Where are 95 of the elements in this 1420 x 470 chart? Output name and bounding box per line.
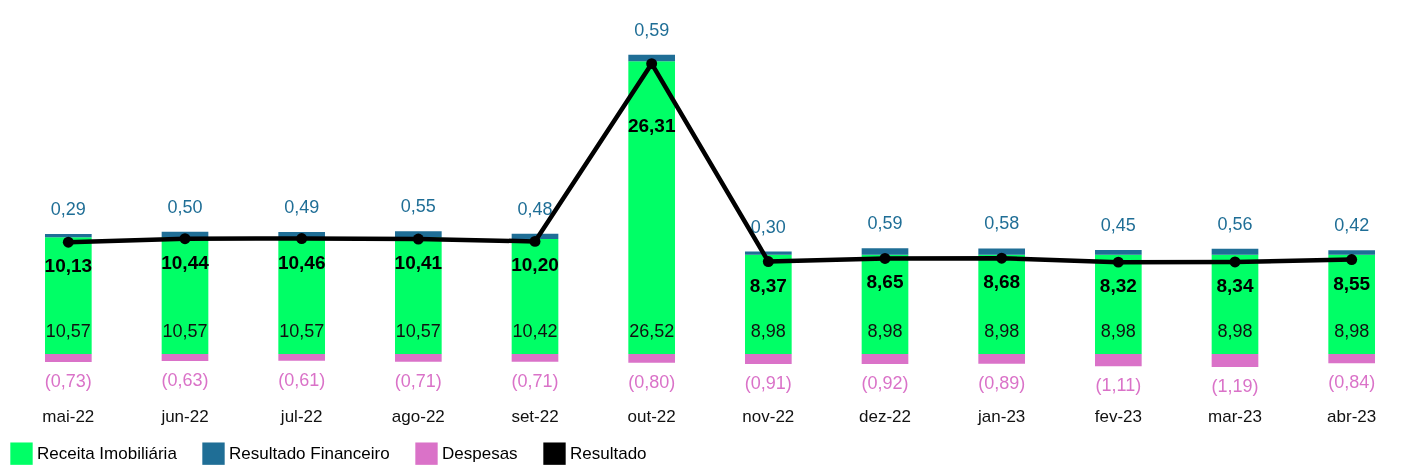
data-label: 10,42 [512, 320, 558, 341]
data-label: (0,89) [978, 372, 1026, 393]
data-label: 0,59 [634, 19, 670, 40]
data-label: 8,98 [867, 320, 903, 341]
bar [278, 353, 325, 361]
bar [1328, 353, 1375, 364]
x-tick-label: mar-23 [1208, 406, 1262, 426]
bar [45, 234, 92, 238]
data-label: (1,11) [1095, 375, 1142, 396]
x-tick-label: ago-22 [391, 406, 445, 426]
point [179, 233, 191, 245]
data-label: 0,30 [750, 216, 786, 237]
data-label: 10,41 [394, 252, 443, 274]
data-label: (0,84) [1328, 372, 1376, 393]
x-tick-label: jun-22 [160, 406, 209, 426]
bar [45, 353, 92, 362]
bar [861, 248, 909, 255]
data-label: (0,71) [394, 370, 442, 391]
bar [511, 353, 559, 362]
x-tick-label: mai-22 [42, 406, 95, 426]
x-tick-label: fev-23 [1094, 406, 1142, 426]
x-tick-label: jul-22 [279, 406, 323, 426]
bar [628, 353, 675, 363]
data-label: 0,29 [50, 199, 86, 220]
bar [978, 353, 1025, 364]
bar [1095, 249, 1142, 255]
data-label: 8,55 [1333, 272, 1371, 294]
legend-label: Despesas [442, 443, 518, 463]
bar [1095, 353, 1142, 367]
bar [628, 61, 675, 354]
bar [1328, 250, 1375, 255]
data-label: 0,50 [167, 196, 203, 217]
data-label: 0,58 [984, 213, 1020, 234]
data-label: 26,31 [627, 114, 676, 136]
data-label: (0,71) [511, 370, 559, 391]
data-label: (0,92) [861, 373, 909, 394]
data-label: 10,13 [44, 255, 93, 277]
legend-label: Receita Imobiliária [37, 443, 178, 463]
point [529, 235, 541, 247]
data-label: 10,20 [511, 254, 559, 276]
x-tick-label: out-22 [627, 406, 676, 426]
data-label: 0,45 [1100, 214, 1136, 235]
legend-label: Resultado Financeiro [229, 443, 390, 463]
point [296, 233, 308, 244]
data-label: 0,49 [284, 196, 320, 217]
data-label: 8,98 [750, 320, 786, 341]
bar [395, 353, 442, 362]
data-label: (1,19) [1211, 376, 1259, 397]
bar [978, 248, 1025, 255]
bar [861, 353, 909, 365]
x-tick-label: abr-23 [1327, 406, 1377, 426]
point [879, 253, 891, 264]
x-tick-label: dez-22 [859, 406, 911, 426]
data-label: 10,57 [45, 320, 91, 341]
x-tick-label: set-22 [511, 406, 559, 426]
bar [161, 353, 209, 361]
data-label: 8,65 [866, 271, 904, 293]
data-label: 10,46 [277, 251, 326, 273]
point [412, 233, 424, 245]
data-label: (0,80) [628, 371, 676, 392]
data-label: 0,59 [867, 213, 903, 234]
data-label: 8,37 [749, 274, 787, 296]
x-tick-label: jan-23 [977, 406, 1026, 426]
data-label: 8,68 [983, 271, 1021, 293]
data-label: (0,63) [161, 369, 209, 390]
point [1346, 254, 1358, 266]
data-label: (0,61) [278, 369, 326, 390]
bar [1211, 353, 1259, 368]
bar [1211, 248, 1259, 255]
data-label: 8,98 [1217, 320, 1253, 341]
data-label: 26,52 [629, 320, 675, 341]
bar [745, 353, 792, 364]
data-label: 8,98 [1100, 320, 1136, 341]
data-label: 10,57 [162, 320, 208, 341]
point [1229, 256, 1241, 268]
data-label: 10,57 [395, 320, 441, 341]
data-label: 8,34 [1216, 274, 1254, 296]
data-label: 0,56 [1217, 213, 1253, 234]
legend-label: Resultado [570, 443, 647, 463]
point [62, 236, 74, 248]
data-label: 8,98 [1334, 320, 1370, 341]
bar [395, 231, 442, 238]
data-label: 8,32 [1099, 275, 1137, 297]
point [646, 58, 658, 70]
data-label: 10,57 [279, 320, 325, 341]
data-label: (0,73) [44, 370, 92, 391]
data-label: 0,42 [1334, 215, 1370, 236]
x-tick-label: nov-22 [742, 406, 795, 426]
point [1112, 256, 1124, 268]
point [762, 256, 774, 268]
point [996, 252, 1008, 264]
data-label: (0,91) [744, 372, 792, 393]
data-label: 0,48 [517, 198, 553, 219]
data-label: 8,98 [984, 320, 1020, 341]
data-label: 0,55 [400, 196, 436, 217]
